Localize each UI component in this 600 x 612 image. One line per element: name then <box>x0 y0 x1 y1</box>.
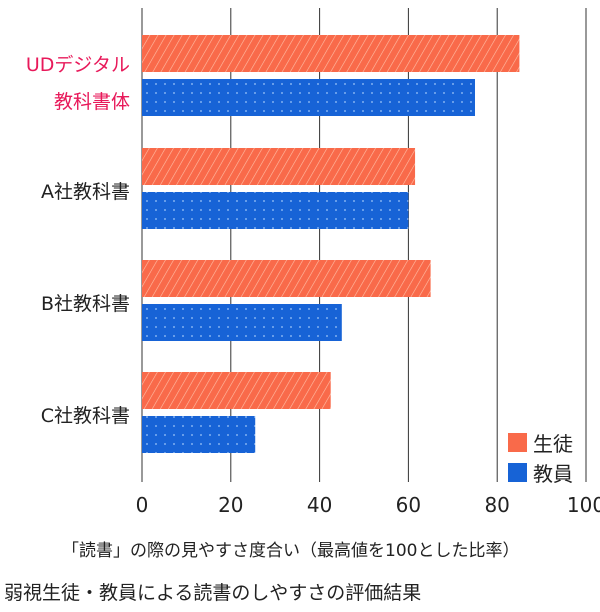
category-label-a: A社教科書 <box>41 181 130 203</box>
category-label-c: C社教科書 <box>40 405 130 427</box>
bar-teachers <box>142 416 256 453</box>
category-label-line: 教科書体 <box>53 91 130 113</box>
x-tick-label: 0 <box>135 493 149 517</box>
legend-item-students: 生徒 <box>508 428 573 457</box>
bar-students <box>142 260 431 297</box>
legend-item-teachers: 教員 <box>508 458 573 487</box>
category-label-line: UDデジタル <box>25 54 130 76</box>
legend-label: 教員 <box>533 462 573 486</box>
bar-teachers <box>142 304 342 341</box>
x-tick-label: 100 <box>566 493 600 517</box>
x-tick-label: 40 <box>306 493 333 517</box>
category-label-ud: UDデジタル 教科書体 <box>26 47 130 121</box>
x-tick-label: 20 <box>218 493 244 517</box>
category-label-b: B社教科書 <box>40 293 130 315</box>
figure-caption: 弱視生徒・教員による読書のしやすさの評価結果 <box>4 582 422 604</box>
bar-students <box>142 148 416 185</box>
bar-teachers <box>142 192 409 229</box>
x-tick-label: 80 <box>484 493 510 517</box>
bar-teachers <box>142 79 475 116</box>
x-tick-label: 60 <box>395 493 422 517</box>
legend-swatch-teachers <box>508 463 527 482</box>
legend-swatch-students <box>508 433 527 452</box>
bar-students <box>142 372 331 409</box>
x-axis-label: 「読書」の際の見やすさ度合い（最高値を100とした比率） <box>62 541 520 561</box>
bar-students <box>142 35 520 72</box>
legend-label: 生徒 <box>533 432 573 456</box>
